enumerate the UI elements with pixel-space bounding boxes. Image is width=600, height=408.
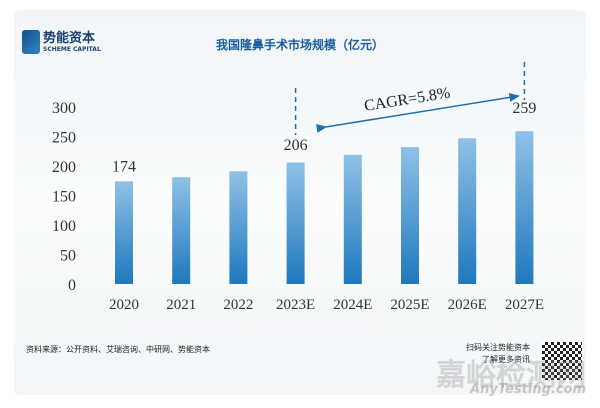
y-tick-label: 50 [60,248,76,265]
x-tick-label: 2021 [166,297,196,313]
data-label: 259 [512,100,536,117]
y-tick-label: 200 [52,159,76,176]
y-tick-label: 150 [52,189,76,206]
logo-cn: 势能资本 [43,30,96,46]
qr-caption: 扫码关注势能资本了解更多资讯 [466,342,530,366]
y-tick-label: 300 [52,100,76,117]
x-tick-label: 2020 [109,297,139,313]
qr-line2: 了解更多资讯 [482,355,530,364]
bar-2023E [286,162,305,284]
x-tick-label: 2026E [448,297,487,313]
logo-en: SCHEME CAPITAL [43,45,101,53]
bar-2020 [115,181,133,284]
cagr-annotation: CAGR=5.8% [363,85,451,115]
data-label: 174 [112,158,136,175]
watermark-url: AnyTesting.com [470,382,586,397]
bar-2025E [401,147,419,284]
logo: 势能资本 SCHEME CAPITAL [22,30,101,54]
y-tick-label: 100 [52,218,76,235]
bar-2021 [172,177,191,284]
x-tick-label: 2023E [276,297,315,313]
source-note: 资料来源：公开资料、艾瑞咨询、中研网、势能资本 [26,345,210,354]
x-tick-label: 2024E [333,297,372,313]
bar-2024E [343,154,362,284]
x-tick-label: 2022 [223,297,253,313]
y-tick-label: 0 [68,277,76,294]
qr-line1: 扫码关注势能资本 [466,343,530,352]
data-label: 206 [284,137,308,154]
y-tick-label: 250 [52,130,76,147]
logo-icon [22,30,40,54]
x-tick-label: 2027E [505,297,544,313]
watermark: 嘉峪检测网 [436,358,586,393]
qr-code[interactable] [542,342,582,380]
bar-2022 [229,171,248,284]
x-tick-label: 2025E [390,297,429,313]
bar-2027E [515,131,534,284]
chart-title: 我国隆鼻手术市场规模（亿元） [215,38,384,52]
cagr-arrow [315,92,520,133]
bar-2026E [458,138,477,284]
